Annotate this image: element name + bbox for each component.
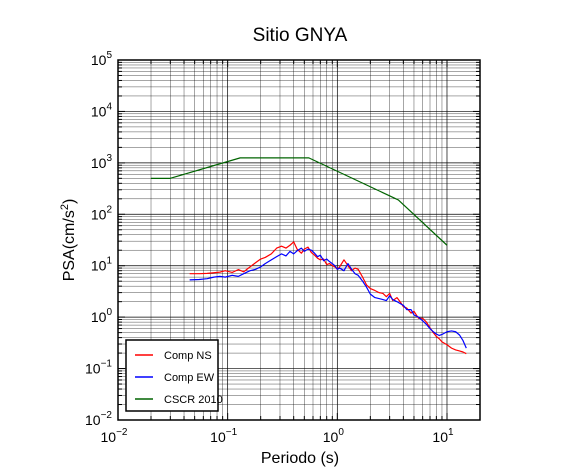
y-axis-label-exp: 2	[59, 204, 71, 210]
series-line-cscr-2010	[151, 157, 448, 246]
y-tick-label-exp: −1	[101, 359, 113, 370]
y-tick-label-base: 10	[85, 412, 101, 428]
y-tick-label: 104	[91, 101, 113, 119]
y-tick-label: 102	[91, 204, 113, 222]
x-tick-label-exp: 0	[338, 427, 344, 438]
x-tick-label-exp: −2	[116, 427, 128, 438]
y-tick-label-base: 10	[91, 52, 107, 68]
y-tick-label-base: 10	[91, 206, 107, 222]
x-tick-label: 101	[432, 427, 454, 445]
y-tick-label-base: 10	[91, 309, 107, 325]
legend: Comp NS Comp EW CSCR 2010	[125, 339, 223, 412]
x-tick-label: 100	[323, 427, 345, 445]
x-tick-label-exp: 1	[448, 427, 454, 438]
y-axis-label: PSA(cm/s2)	[59, 199, 78, 282]
y-tick-label-base: 10	[85, 361, 101, 377]
x-tick-label: 10−2	[101, 427, 128, 445]
y-tick-label-exp: 5	[106, 50, 112, 61]
y-tick-label-exp: 4	[106, 101, 112, 112]
y-tick-label: 105	[91, 50, 113, 68]
x-tick-label-base: 10	[432, 429, 448, 445]
y-tick-label-exp: 3	[106, 153, 112, 164]
chart-title: Sitio GNYA	[253, 25, 348, 46]
x-axis-label: Periodo (s)	[261, 450, 339, 467]
x-tick-label-base: 10	[210, 429, 226, 445]
series-group	[151, 157, 467, 355]
legend-label-cscr-2010: CSCR 2010	[164, 394, 223, 406]
series-line-comp-ew	[189, 247, 467, 349]
y-tick-label: 101	[91, 256, 113, 274]
y-tick-label: 100	[91, 307, 113, 325]
y-tick-label-exp: 0	[106, 307, 112, 318]
y-tick-label-base: 10	[91, 103, 107, 119]
y-tick-label: 10−1	[85, 359, 112, 377]
y-tick-label-exp: 1	[106, 256, 112, 267]
y-tick-label-base: 10	[91, 258, 107, 274]
x-tick-label-base: 10	[101, 429, 117, 445]
y-axis-label-close: )	[61, 199, 78, 204]
x-tick-label-exp: −1	[226, 427, 238, 438]
y-tick-label-exp: 2	[106, 204, 112, 215]
x-tick-label-base: 10	[323, 429, 339, 445]
x-tick-label: 10−1	[210, 427, 237, 445]
y-tick-label-exp: −2	[101, 410, 113, 421]
y-tick-label: 10−2	[85, 410, 112, 428]
plot-frame	[117, 59, 481, 421]
series-line-comp-ns	[189, 241, 467, 355]
y-tick-label: 103	[91, 153, 113, 171]
legend-label-comp-ew: Comp EW	[164, 372, 215, 384]
y-tick-label-base: 10	[91, 155, 107, 171]
grid	[117, 59, 481, 421]
legend-label-comp-ns: Comp NS	[164, 350, 212, 362]
y-axis-label-base: PSA(cm/s	[61, 210, 78, 281]
